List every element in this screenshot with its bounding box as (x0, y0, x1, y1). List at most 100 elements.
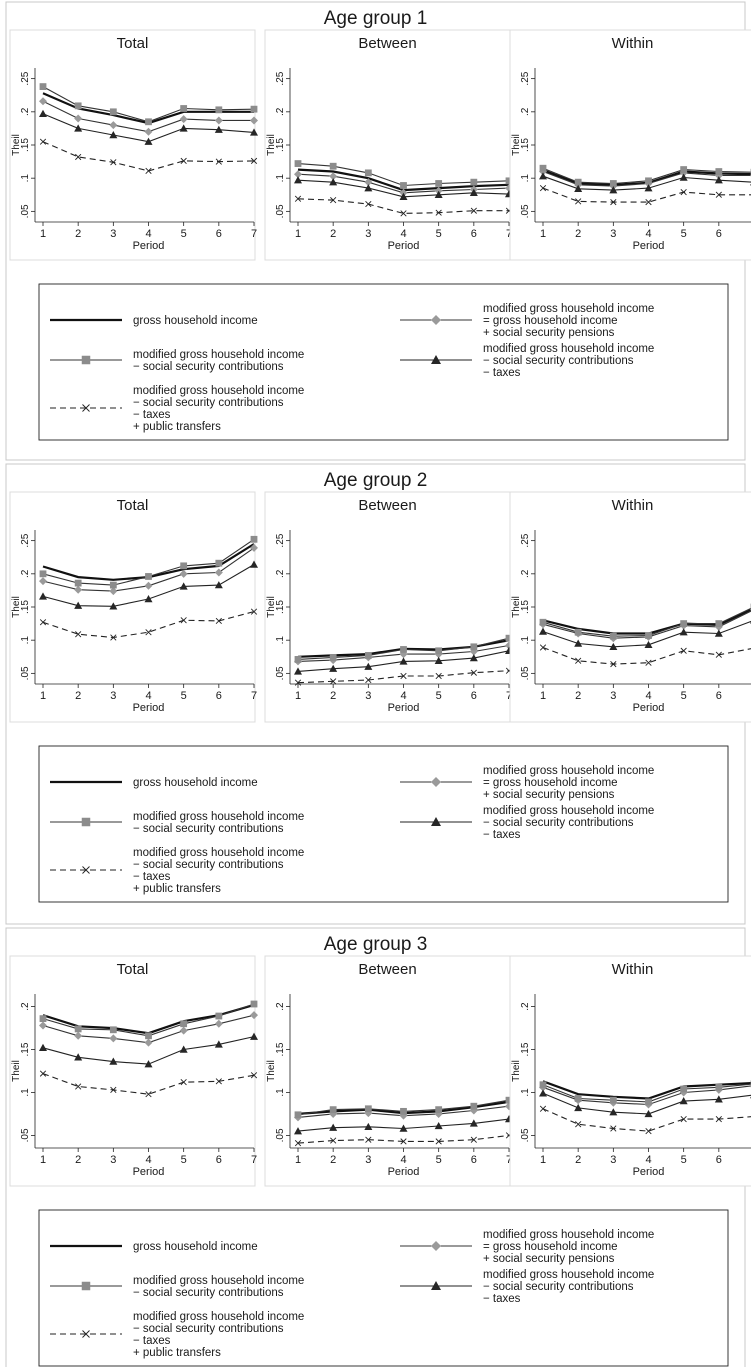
x-tick-label: 1 (540, 690, 546, 702)
series-3-point (470, 1103, 477, 1110)
x-tick-label: 5 (181, 690, 187, 702)
series-3-point (715, 168, 722, 175)
legend-label-5: − taxes (133, 409, 171, 421)
legend-label-4: − social security contributions (483, 817, 634, 829)
x-tick-label: 6 (216, 228, 222, 240)
x-tick-label: 6 (216, 690, 222, 702)
x-axis-label: Period (388, 702, 420, 714)
x-tick-label: 3 (365, 228, 371, 240)
series-3-point (110, 1026, 117, 1033)
legend-label-4: modified gross household income (483, 1269, 654, 1281)
series-3-point (435, 180, 442, 187)
x-tick-label: 3 (365, 690, 371, 702)
legend-label-5: + public transfers (133, 883, 221, 895)
series-3-point (540, 165, 547, 172)
legend-label-2: + social security pensions (483, 1253, 615, 1265)
y-tick-label: .25 (20, 533, 31, 547)
y-tick-label: .1 (275, 174, 286, 183)
x-tick-label: 6 (471, 228, 477, 240)
x-tick-label: 4 (400, 690, 406, 702)
y-tick-label: .25 (520, 71, 531, 85)
series-3-point (251, 536, 258, 543)
x-tick-label: 1 (40, 690, 46, 702)
x-tick-label: 6 (716, 690, 722, 702)
series-3-point (75, 1026, 82, 1033)
x-tick-label: 5 (681, 228, 687, 240)
x-tick-label: 1 (540, 1154, 546, 1166)
x-axis-label: Period (633, 702, 665, 714)
y-tick-label: .05 (20, 204, 31, 218)
age-group-3: Age group 3Total.05.1.15.2Theil1 2 3 4 5 6 7Pe… (6, 928, 751, 1367)
x-tick-label: 3 (110, 228, 116, 240)
y-axis-label: Theil (511, 1060, 522, 1082)
series-3-point (295, 656, 302, 663)
panel-title: Within (612, 961, 654, 978)
legend-label-5: − social security contributions (133, 859, 284, 871)
series-3-point (540, 1081, 547, 1088)
legend-label-2: = gross household income (483, 315, 618, 327)
x-axis-label: Period (633, 1166, 665, 1178)
x-tick-label: 2 (75, 690, 81, 702)
x-tick-label: 5 (436, 228, 442, 240)
y-tick-label: .1 (520, 1088, 531, 1097)
panel-title: Between (358, 497, 416, 514)
y-tick-label: .2 (275, 1002, 286, 1011)
x-tick-label: 4 (145, 228, 151, 240)
series-3-point (610, 180, 617, 187)
x-tick-label: 2 (75, 1154, 81, 1166)
series-3-point (251, 106, 258, 113)
y-tick-label: .1 (20, 174, 31, 183)
series-3-point (75, 580, 82, 587)
legend-label-4: − social security contributions (483, 355, 634, 367)
y-tick-label: .05 (275, 1128, 286, 1142)
y-tick-label: .15 (275, 1042, 286, 1056)
panel-total: Total.05.1.15.2Theil1 2 3 4 5 6 7Period (10, 956, 258, 1186)
panel-within: Within.05.1.15.2.25Theil1234567Period (510, 492, 751, 722)
y-tick-label: .1 (520, 636, 531, 645)
panel-title: Between (358, 961, 416, 978)
x-tick-label: 5 (436, 690, 442, 702)
x-tick-label: 7 (251, 228, 257, 240)
x-tick-label: 5 (436, 1154, 442, 1166)
y-tick-label: .2 (520, 107, 531, 116)
series-3-point (610, 1097, 617, 1104)
y-tick-label: .05 (520, 666, 531, 680)
x-tick-label: 2 (330, 228, 336, 240)
x-tick-label: 4 (145, 690, 151, 702)
panel-frame (265, 30, 510, 260)
legend-label-1: gross household income (133, 315, 258, 327)
x-tick-label: 2 (575, 690, 581, 702)
legend-label-5: modified gross household income (133, 847, 304, 859)
panel-frame (10, 492, 255, 722)
legend-label-1: gross household income (133, 777, 258, 789)
legend-label-2: = gross household income (483, 1241, 618, 1253)
y-tick-label: .25 (275, 71, 286, 85)
x-tick-label: 1 (40, 1154, 46, 1166)
legend: gross household incomemodified gross hou… (39, 1210, 728, 1366)
x-tick-label: 1 (40, 228, 46, 240)
series-3-point (400, 1108, 407, 1115)
x-tick-label: 2 (575, 228, 581, 240)
y-tick-label: .1 (20, 636, 31, 645)
legend-label-3: modified gross household income (133, 1275, 304, 1287)
x-tick-label: 2 (575, 1154, 581, 1166)
x-tick-label: 4 (400, 1154, 406, 1166)
x-tick-label: 1 (295, 1154, 301, 1166)
legend-label-5: modified gross household income (133, 1311, 304, 1323)
panel-total: Total.05.1.15.2.25Theil1 2 3 4 5 6 7Period (10, 492, 258, 722)
x-tick-label: 3 (610, 690, 616, 702)
series-3-point (645, 632, 652, 639)
x-tick-label: 3 (610, 228, 616, 240)
panel-within: Within.05.1.15.2Theil1234567Period (510, 956, 751, 1186)
legend-label-5: − social security contributions (133, 1323, 284, 1335)
legend-label-5: − social security contributions (133, 397, 284, 409)
y-tick-label: .2 (520, 569, 531, 578)
legend-label-3: modified gross household income (133, 811, 304, 823)
x-tick-label: 2 (330, 690, 336, 702)
y-axis-label: Theil (11, 1060, 22, 1082)
panel-within: Within.05.1.15.2.25Theil1234567Period (510, 30, 751, 260)
series-3-point (145, 118, 152, 125)
x-tick-label: 1 (540, 228, 546, 240)
legend-label-5: − taxes (133, 871, 171, 883)
y-tick-label: .15 (520, 1042, 531, 1056)
